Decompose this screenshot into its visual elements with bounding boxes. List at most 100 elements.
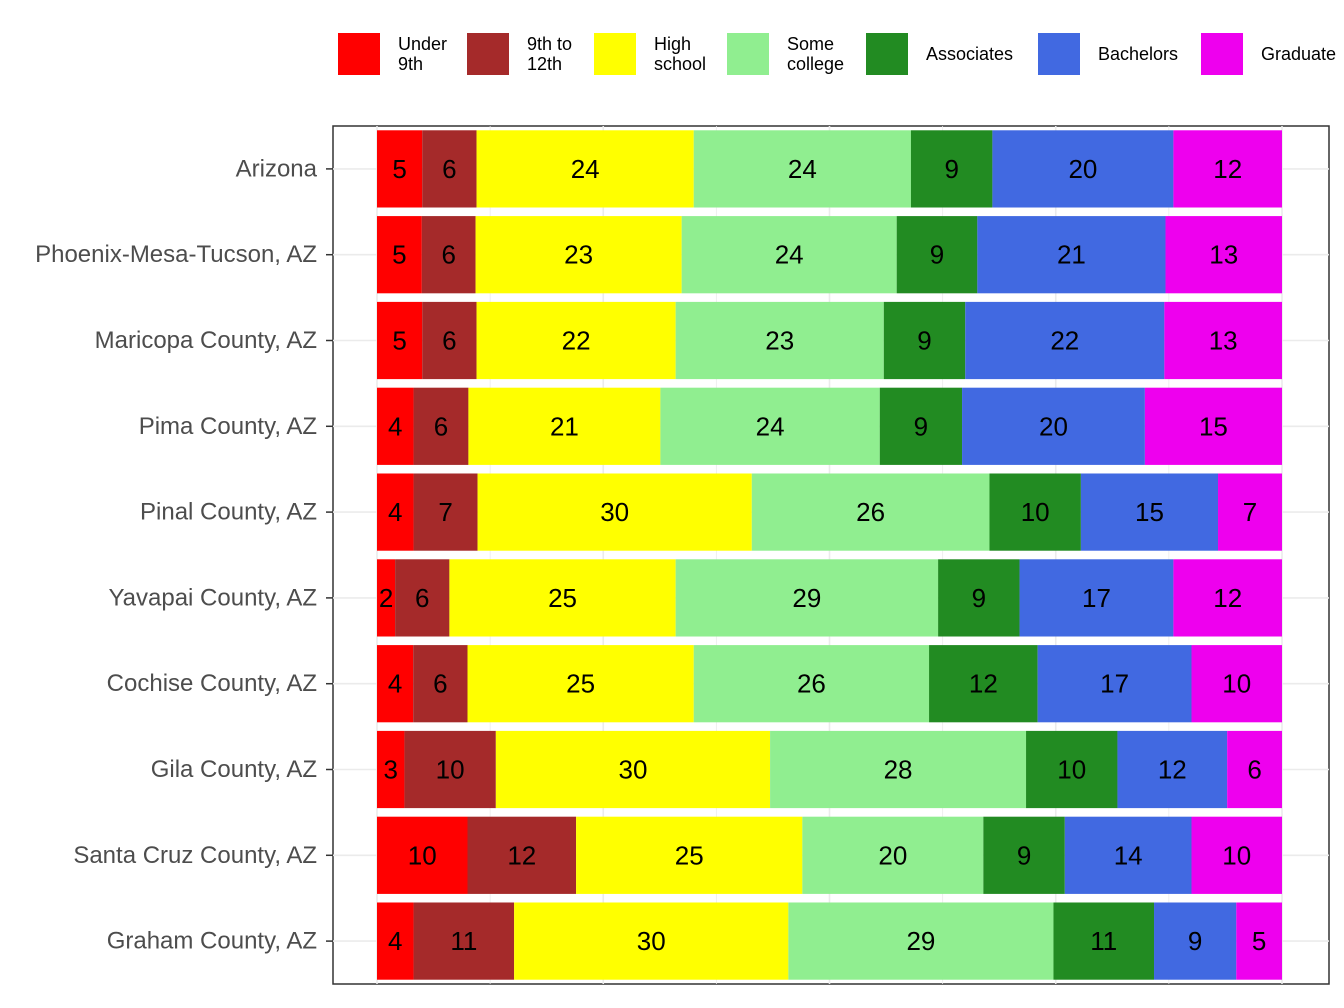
bar-yavapai-county-az: 2 6 25 29 9 17 12 bbox=[377, 559, 1282, 637]
y-tick-label: Cochise County, AZ bbox=[107, 670, 317, 697]
bar-segment-some-college bbox=[693, 645, 930, 723]
data-label: 30 bbox=[618, 755, 647, 785]
data-label: 29 bbox=[792, 583, 821, 613]
data-label: 24 bbox=[775, 240, 804, 270]
y-tick-label: Yavapai County, AZ bbox=[108, 584, 317, 611]
data-label: 12 bbox=[1158, 755, 1187, 785]
legend-item-under-9th: Under 9th bbox=[338, 33, 447, 75]
bar-segment-high-school bbox=[476, 301, 676, 380]
legend-key bbox=[1201, 33, 1243, 75]
legend-key bbox=[467, 33, 509, 75]
bar-arizona: 5 6 24 24 9 20 12 bbox=[377, 130, 1282, 208]
bar-segment-associates bbox=[938, 559, 1020, 637]
legend-key bbox=[866, 33, 908, 75]
bar-segment-under-9th bbox=[377, 559, 396, 637]
bar-maricopa-county-az: 5 6 22 23 9 22 13 bbox=[377, 301, 1282, 380]
bar-segment-under-9th bbox=[377, 473, 414, 551]
bar-segment-9th-to-12th bbox=[413, 473, 478, 551]
bar-segment-bachelors bbox=[1064, 816, 1192, 894]
data-label: 15 bbox=[1199, 411, 1228, 441]
bar-segment-bachelors bbox=[1019, 559, 1174, 637]
data-label: 5 bbox=[1252, 926, 1266, 956]
data-label: 4 bbox=[388, 497, 402, 527]
data-label: 13 bbox=[1209, 326, 1238, 356]
bar-segment-some-college bbox=[693, 130, 911, 208]
legend-label: Associates bbox=[926, 44, 1013, 64]
bar-segment-associates bbox=[1053, 902, 1155, 980]
bar-cochise-county-az: 4 6 25 26 12 17 10 bbox=[377, 645, 1282, 723]
bar-segment-associates bbox=[983, 816, 1065, 894]
bar-segment-some-college bbox=[660, 387, 880, 465]
bar-segment-under-9th bbox=[377, 301, 423, 380]
legend-item-bachelors: Bachelors bbox=[1038, 33, 1178, 75]
data-label: 15 bbox=[1135, 497, 1164, 527]
bar-segment-under-9th bbox=[377, 645, 414, 723]
bar-segment-under-9th bbox=[377, 816, 468, 894]
y-tick-label: Graham County, AZ bbox=[107, 928, 317, 955]
data-label: 10 bbox=[408, 840, 437, 870]
data-label: 10 bbox=[1021, 497, 1050, 527]
data-label: 6 bbox=[433, 669, 447, 699]
data-label: 30 bbox=[600, 497, 629, 527]
data-label: 30 bbox=[637, 926, 666, 956]
data-label: 7 bbox=[1243, 497, 1257, 527]
legend-item-high-school: High school bbox=[594, 33, 706, 75]
bar-segment-some-college bbox=[675, 559, 939, 637]
bar-pima-county-az: 4 6 21 24 9 20 15 bbox=[377, 387, 1282, 465]
bar-segment-some-college bbox=[751, 473, 990, 551]
data-label: 24 bbox=[788, 154, 817, 184]
bar-segment-bachelors bbox=[992, 130, 1174, 208]
bar-segment-under-9th bbox=[377, 902, 414, 980]
data-label: 9 bbox=[930, 240, 944, 270]
data-label: 24 bbox=[571, 154, 600, 184]
data-label: 10 bbox=[1057, 755, 1086, 785]
bar-segment-some-college bbox=[802, 816, 984, 894]
bar-segment-9th-to-12th bbox=[421, 216, 476, 294]
data-label: 13 bbox=[1209, 240, 1238, 270]
data-label: 5 bbox=[392, 240, 406, 270]
bar-segment-bachelors bbox=[977, 216, 1166, 294]
data-label: 17 bbox=[1100, 669, 1129, 699]
data-label: 11 bbox=[450, 926, 477, 956]
legend: Under 9th 9th to 12th High school Some college A… bbox=[338, 33, 1336, 75]
data-label: 20 bbox=[1039, 411, 1068, 441]
bar-segment-under-9th bbox=[377, 387, 414, 465]
data-label: 12 bbox=[1213, 154, 1242, 184]
bar-segment-some-college bbox=[681, 216, 897, 294]
data-label: 7 bbox=[438, 497, 452, 527]
data-label: 9 bbox=[917, 326, 931, 356]
bar-segment-bachelors bbox=[1154, 902, 1237, 980]
data-label: 20 bbox=[878, 840, 907, 870]
data-label: 28 bbox=[884, 755, 913, 785]
data-label: 26 bbox=[856, 497, 885, 527]
bar-segment-high-school bbox=[477, 473, 752, 551]
data-label: 23 bbox=[564, 240, 593, 270]
bar-segment-graduate bbox=[1164, 301, 1282, 380]
data-label: 6 bbox=[415, 583, 429, 613]
data-label: 12 bbox=[507, 840, 536, 870]
data-label: 2 bbox=[379, 583, 393, 613]
bar-segment-high-school bbox=[468, 387, 661, 465]
bar-segment-associates bbox=[989, 473, 1081, 551]
bars: 5 6 24 24 9 20 125 6 23 24 9 21 135 6 22 23 9 22 134 6 21 24 9… bbox=[377, 130, 1282, 980]
data-label: 9 bbox=[1188, 926, 1202, 956]
bar-segment-graduate bbox=[1218, 473, 1282, 551]
bar-segment-graduate bbox=[1227, 730, 1282, 809]
bar-segment-under-9th bbox=[377, 130, 423, 208]
data-label: 22 bbox=[562, 326, 591, 356]
bar-segment-9th-to-12th bbox=[467, 816, 577, 894]
data-label: 25 bbox=[548, 583, 577, 613]
bar-santa-cruz-county-az: 10 12 25 20 9 14 10 bbox=[377, 816, 1282, 894]
legend-item-9th-to-12th: 9th to 12th bbox=[467, 33, 572, 75]
bar-segment-high-school bbox=[576, 816, 803, 894]
bar-gila-county-az: 3 10 30 28 10 12 6 bbox=[377, 730, 1282, 809]
legend-key bbox=[727, 33, 769, 75]
data-label: 29 bbox=[906, 926, 935, 956]
bar-segment-9th-to-12th bbox=[422, 301, 477, 380]
data-label: 10 bbox=[436, 755, 465, 785]
data-label: 11 bbox=[1090, 926, 1117, 956]
legend-label: High school bbox=[654, 34, 706, 74]
data-label: 4 bbox=[388, 669, 402, 699]
bar-segment-associates bbox=[879, 387, 963, 465]
bar-segment-some-college bbox=[675, 301, 884, 380]
